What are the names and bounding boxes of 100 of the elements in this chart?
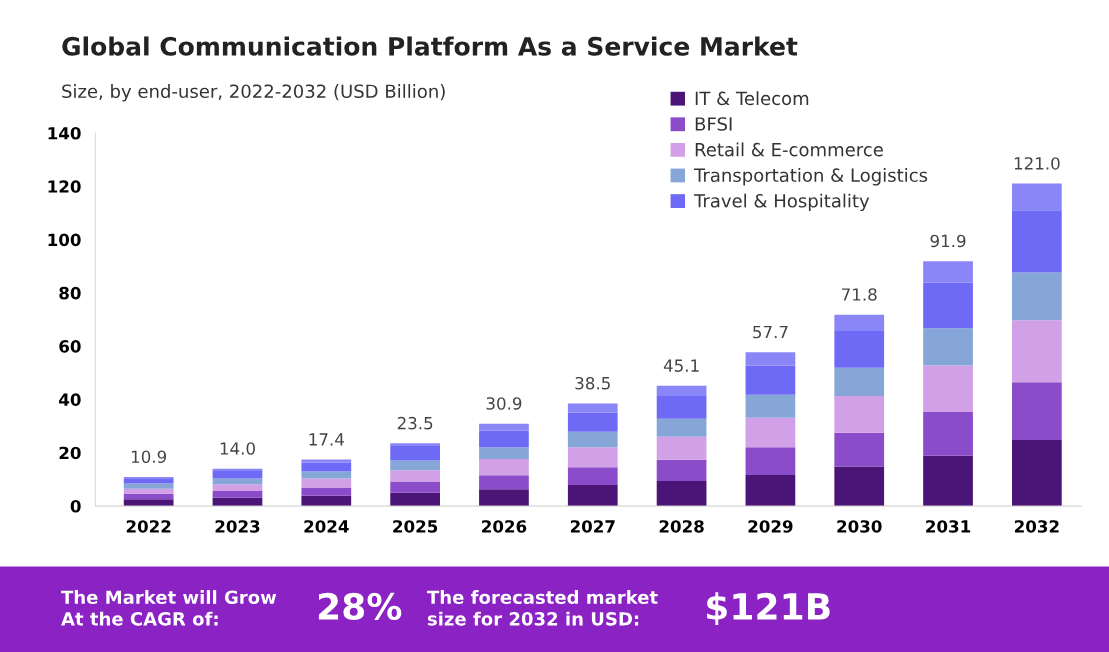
total-label: 14.0 [220, 442, 255, 455]
total-label: 121.0 [1014, 157, 1060, 170]
x-tick-label: 2026 [482, 520, 527, 533]
x-tick-label: 2024 [304, 520, 349, 533]
legend-label: IT & Telecom [695, 91, 809, 106]
bar [123, 483, 174, 489]
y-tick-label: 60 [59, 340, 81, 353]
text: $121B [707, 592, 830, 625]
legend-label: Retail & E-commerce [695, 142, 883, 157]
x-tick-label: 2023 [215, 520, 260, 533]
bar [656, 385, 707, 396]
bar [390, 460, 440, 471]
bar [834, 466, 885, 506]
bar [834, 314, 885, 331]
legend-label: BFSI [695, 117, 732, 131]
bar [834, 330, 885, 368]
x-tick-label: 2031 [926, 520, 971, 533]
bar [301, 462, 352, 472]
bar [923, 282, 973, 329]
bar [745, 447, 796, 476]
chart-title: Global Communication Platform As a Service Market [62, 36, 798, 56]
bar [923, 328, 973, 366]
x-tick-label: 2028 [659, 520, 704, 533]
bar [212, 471, 263, 479]
bar [1012, 272, 1062, 321]
text: The forecasted market size for 2032 in USD: [427, 590, 658, 626]
bar [123, 493, 174, 500]
total-label: 38.5 [575, 376, 610, 390]
bar [745, 365, 796, 395]
bar [923, 261, 973, 283]
bar [834, 432, 885, 467]
bar [923, 365, 973, 412]
bar [1012, 439, 1062, 506]
bar [123, 479, 174, 484]
bar [656, 480, 707, 506]
total-label: 23.5 [397, 416, 433, 430]
total-label: 30.9 [486, 397, 522, 410]
bar [301, 471, 352, 479]
bar [212, 484, 263, 492]
chart-subtitle: Size, by end-user, 2022-2032 (USD Billion) [62, 84, 445, 102]
bar [479, 447, 529, 460]
bar [567, 403, 618, 413]
legend-label: Transportation & Logistics [693, 168, 928, 186]
bar [1012, 320, 1062, 383]
y-tick-label: 0 [70, 499, 81, 513]
bar [123, 488, 174, 494]
bar [745, 475, 796, 506]
total-label: 71.8 [842, 288, 877, 301]
x-tick-label: 2025 [393, 520, 438, 533]
bar [567, 412, 618, 432]
bar [479, 489, 529, 506]
x-tick-label: 2032 [1014, 520, 1059, 533]
bar [923, 411, 973, 456]
bar [567, 431, 618, 448]
x-tick-label: 2030 [837, 520, 882, 533]
bar [834, 395, 885, 433]
bar [123, 499, 174, 506]
y-tick-label: 40 [59, 393, 81, 406]
bar [390, 470, 440, 482]
bar [567, 484, 618, 506]
total-label: 17.4 [309, 433, 344, 446]
total-label: 57.7 [753, 325, 788, 339]
bar [390, 492, 440, 506]
bar [567, 447, 618, 468]
x-tick-label: 2027 [570, 520, 615, 533]
total-label: 45.1 [663, 359, 699, 372]
bar [656, 436, 707, 460]
bar [745, 352, 796, 366]
y-tick-label: 120 [48, 180, 81, 193]
bar [923, 455, 973, 506]
bar [479, 430, 529, 448]
bar [1012, 382, 1062, 440]
bar [390, 446, 440, 461]
total-label: 91.9 [930, 234, 966, 248]
bar [1012, 210, 1062, 273]
bar [745, 417, 796, 448]
bar [212, 491, 263, 498]
y-tick-label: 80 [59, 286, 81, 300]
bar [390, 481, 440, 493]
text: The Market will Grow At the CAGR of: [61, 590, 277, 626]
y-tick-label: 100 [48, 233, 81, 247]
y-tick-label: 140 [48, 126, 81, 140]
bar [656, 418, 707, 437]
bar [301, 459, 352, 463]
bar [479, 459, 529, 476]
bar [123, 476, 174, 480]
bar [656, 395, 707, 419]
bar [567, 467, 618, 485]
bar [479, 475, 529, 490]
bar [656, 459, 707, 481]
y-tick-label: 20 [59, 446, 81, 460]
legend-label: Travel & Hospitality [693, 193, 870, 212]
bar [301, 478, 352, 488]
bar [479, 423, 529, 431]
x-tick-label: 2022 [126, 520, 171, 533]
bar [834, 367, 885, 396]
bar [1012, 183, 1062, 211]
bar [745, 394, 796, 418]
text: 28% [318, 592, 402, 621]
total-label: 10.9 [131, 450, 167, 464]
